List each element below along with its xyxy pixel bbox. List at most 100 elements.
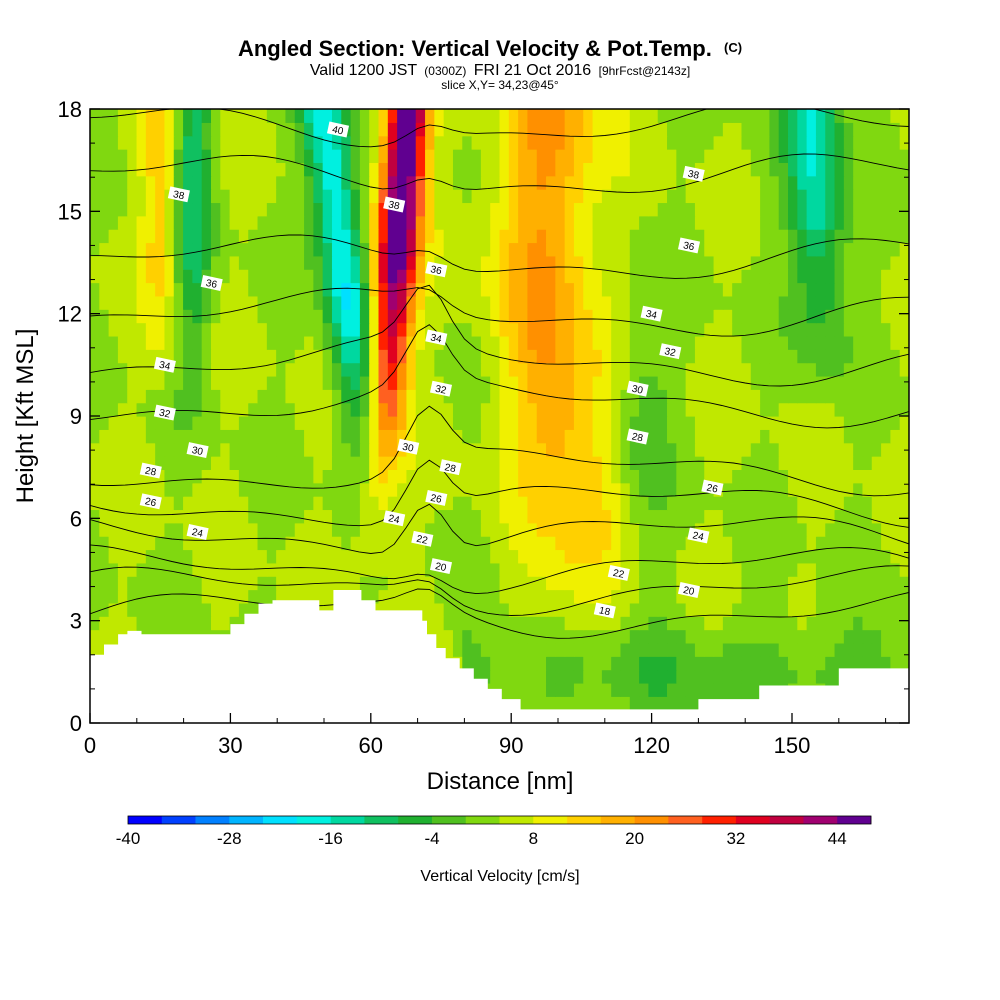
theta-label-text: 38	[172, 189, 186, 202]
velocity-cell	[834, 616, 845, 631]
velocity-cell	[620, 536, 631, 551]
velocity-cell	[108, 469, 119, 484]
velocity-cell	[806, 362, 817, 377]
x-axis-ticks: 0 30 60 90 120 150	[84, 713, 887, 758]
velocity-cell	[806, 202, 817, 217]
velocity-cell	[899, 656, 909, 671]
velocity-cell	[676, 456, 687, 470]
velocity-cell	[425, 402, 435, 417]
velocity-cell	[443, 335, 454, 350]
velocity-cell	[834, 242, 845, 257]
velocity-cell	[266, 536, 277, 551]
velocity-cell	[694, 656, 705, 671]
velocity-cell	[313, 135, 324, 150]
velocity-cell	[304, 456, 314, 470]
velocity-cell	[890, 335, 901, 350]
velocity-cell	[825, 629, 836, 644]
velocity-cell	[564, 322, 575, 337]
velocity-cell	[238, 509, 249, 524]
velocity-cell	[788, 669, 798, 684]
velocity-cell	[815, 215, 826, 230]
velocity-cell	[611, 656, 622, 671]
velocity-cell	[508, 135, 519, 150]
velocity-cell	[313, 149, 324, 163]
velocity-cell	[127, 122, 138, 137]
velocity-cell	[639, 215, 650, 230]
velocity-cell	[127, 496, 138, 511]
velocity-cell	[499, 362, 510, 377]
velocity-cell	[750, 202, 761, 217]
velocity-cell	[406, 322, 417, 337]
velocity-cell	[825, 522, 836, 537]
velocity-cell	[331, 149, 342, 163]
velocity-cell	[815, 456, 826, 470]
velocity-cell	[210, 349, 221, 364]
velocity-cell	[601, 335, 612, 350]
velocity-cell	[685, 589, 696, 604]
velocity-cell	[843, 122, 854, 137]
velocity-cell	[415, 282, 426, 297]
velocity-cell	[667, 242, 677, 257]
velocity-cell	[331, 109, 342, 123]
velocity-cell	[313, 416, 324, 430]
velocity-cell	[350, 562, 361, 577]
velocity-cell	[769, 642, 780, 657]
y-tick-label: 3	[70, 609, 82, 634]
velocity-cell	[583, 402, 594, 417]
velocity-cell	[611, 416, 622, 430]
velocity-cell	[462, 242, 473, 257]
velocity-cell	[899, 576, 909, 591]
velocity-cell	[601, 562, 612, 577]
velocity-cell	[564, 522, 575, 537]
velocity-cell	[294, 442, 305, 457]
velocity-cell	[462, 189, 473, 204]
velocity-cell	[676, 375, 687, 390]
velocity-cell	[164, 429, 175, 444]
velocity-cell	[387, 402, 398, 417]
velocity-cell	[722, 162, 733, 177]
velocity-cell	[480, 375, 491, 390]
velocity-cell	[527, 549, 538, 564]
velocity-cell	[555, 616, 566, 631]
velocity-cell	[704, 522, 715, 537]
velocity-cell	[546, 669, 556, 684]
velocity-cell	[639, 295, 650, 310]
velocity-cell	[220, 616, 231, 631]
velocity-cell	[173, 496, 184, 511]
velocity-cell	[471, 429, 482, 444]
velocity-cell	[350, 509, 361, 524]
velocity-cell	[583, 616, 594, 631]
velocity-cell	[546, 335, 556, 350]
velocity-cell	[685, 562, 696, 577]
velocity-cell	[527, 162, 538, 177]
velocity-cell	[415, 135, 426, 150]
velocity-cell	[117, 229, 128, 244]
velocity-cell	[788, 509, 798, 524]
velocity-cell	[452, 429, 463, 444]
velocity-cell	[573, 362, 584, 377]
velocity-cell	[722, 549, 733, 564]
velocity-cell	[750, 322, 761, 337]
velocity-cell	[639, 682, 650, 697]
velocity-cell	[359, 135, 370, 150]
velocity-cell	[480, 416, 491, 430]
velocity-cell	[546, 549, 556, 564]
velocity-cell	[806, 429, 817, 444]
velocity-cell	[499, 469, 510, 484]
velocity-cell	[871, 442, 882, 457]
velocity-cell	[369, 189, 380, 204]
velocity-cell	[788, 135, 798, 150]
velocity-cell	[639, 255, 650, 270]
velocity-cell	[99, 522, 110, 537]
velocity-cell	[815, 202, 826, 217]
velocity-cell	[127, 442, 138, 457]
velocity-cell	[369, 269, 380, 284]
velocity-cell	[769, 269, 780, 284]
velocity-cell	[685, 616, 696, 631]
velocity-cell	[704, 576, 715, 591]
velocity-cell	[806, 322, 817, 337]
velocity-cell	[341, 282, 352, 297]
velocity-cell	[210, 402, 221, 417]
velocity-cell	[583, 269, 594, 284]
velocity-cell	[248, 122, 259, 137]
